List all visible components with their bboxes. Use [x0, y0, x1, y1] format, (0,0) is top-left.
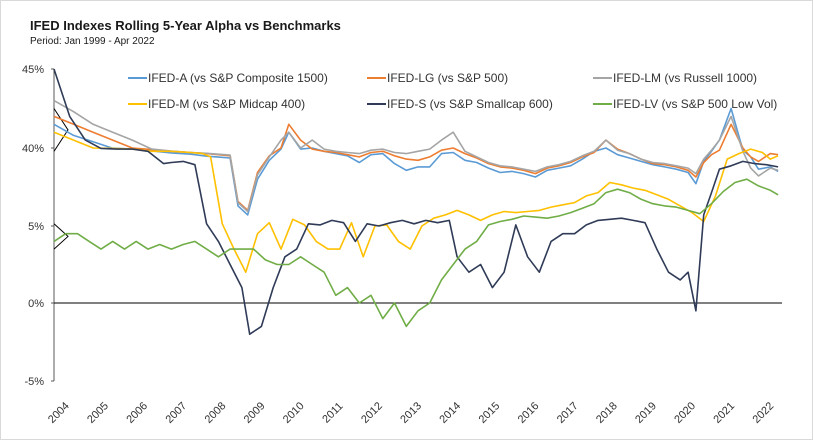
chart-subtitle: Period: Jan 1999 - Apr 2022 — [30, 36, 155, 47]
axis-break-mark — [53, 108, 69, 152]
axis-break-mark — [53, 223, 69, 250]
legend-label: IFED-LV (vs S&P 500 Low Vol) — [613, 97, 777, 111]
series-line — [53, 178, 779, 328]
x-tick-label: 2006 — [124, 400, 150, 426]
x-tick-label: 2020 — [672, 400, 698, 426]
y-tick-label: 0% — [28, 298, 44, 310]
x-tick-label: 2011 — [320, 400, 345, 425]
chart-title: IFED Indexes Rolling 5-Year Alpha vs Ben… — [30, 18, 341, 33]
y-tick-label: -5% — [24, 376, 44, 388]
y-tick-label: 40% — [22, 143, 44, 155]
x-tick-label: 2015 — [477, 400, 503, 426]
x-tick-label: 2017 — [555, 400, 581, 426]
x-tick-label: 2010 — [281, 400, 307, 426]
x-tick-label: 2014 — [437, 400, 463, 426]
chart-axes: 45% 40% 5% 0% -5%2004 2005 2006 2007 2008 2009 201… — [22, 64, 782, 426]
chart-legend: IFED-A (vs S&P Composite 1500) IFED-LG (v… — [128, 71, 777, 111]
series-line — [53, 131, 779, 273]
x-tick-label: 2008 — [203, 400, 229, 426]
legend-label: IFED-S (vs S&P Smallcap 600) — [387, 97, 553, 111]
y-tick-label: 45% — [22, 64, 44, 76]
series-lines — [53, 68, 779, 335]
series-line — [53, 68, 779, 335]
legend-label: IFED-LM (vs Russell 1000) — [613, 71, 757, 85]
x-tick-label: 2007 — [163, 400, 189, 426]
y-tick-label: 5% — [28, 221, 44, 233]
legend-label: IFED-M (vs S&P Midcap 400) — [148, 97, 305, 111]
x-tick-label: 2013 — [398, 400, 424, 426]
series-line — [53, 99, 779, 213]
x-tick-label: 2021 — [711, 400, 737, 426]
x-tick-label: 2018 — [594, 400, 620, 426]
x-tick-label: 2016 — [516, 400, 542, 426]
x-tick-label: 2019 — [633, 400, 659, 426]
legend-label: IFED-A (vs S&P Composite 1500) — [148, 71, 328, 85]
x-tick-label: 2012 — [359, 400, 385, 426]
x-tick-label: 2005 — [85, 400, 111, 426]
x-tick-label: 2009 — [242, 400, 268, 426]
x-tick-label: 2004 — [46, 400, 72, 426]
legend-label: IFED-LG (vs S&P 500) — [387, 71, 508, 85]
x-tick-label: 2022 — [751, 400, 777, 426]
